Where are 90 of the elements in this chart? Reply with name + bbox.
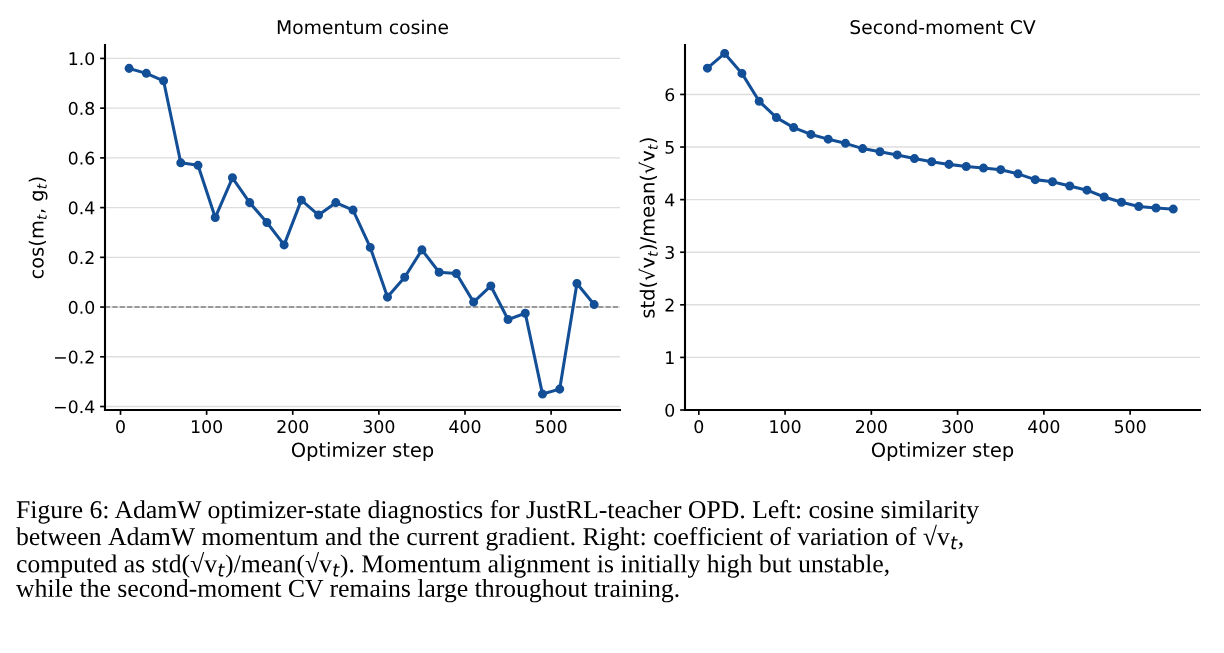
point — [737, 68, 747, 78]
point — [555, 384, 565, 394]
point — [503, 314, 513, 325]
point — [961, 161, 971, 172]
point — [296, 195, 306, 205]
y-tick-label: 1 — [666, 351, 674, 364]
text: Figure 6: AdamW optimizer-state diagnostics for JustRL-teacher OPD. Left: cosine similarity between AdamW momentum and the current gradient. Right: coefficient of variation of √v$_{t}$, computed as std(√v$_{t}$)/mean(√v$_{t}$). Momentum alignment is initially high but unstable, while the second-moment CV remains large throughout training. — [16, 500, 979, 603]
y-tick-label: −0.2 — [54, 350, 94, 364]
point — [141, 68, 151, 78]
y-tick-label: 3 — [665, 245, 674, 260]
point — [210, 213, 220, 223]
y-tick-label: −0.4 — [54, 400, 95, 414]
point — [176, 158, 186, 168]
point — [124, 63, 134, 73]
point — [944, 159, 954, 169]
point — [1030, 175, 1040, 185]
point — [400, 272, 410, 282]
point — [1047, 177, 1058, 187]
point — [1168, 204, 1178, 214]
y-tick-label: 5 — [665, 140, 674, 154]
y-tick-label: 4 — [665, 193, 675, 207]
y-tick-label: 6 — [665, 88, 675, 102]
point — [279, 240, 289, 250]
point — [1151, 203, 1161, 213]
point — [159, 76, 169, 86]
point — [537, 389, 548, 399]
x-axis-title: Optimizer step — [291, 442, 434, 461]
x-tick-label: 400 — [449, 420, 481, 434]
chart-title: Second-moment CV — [850, 19, 1036, 35]
point — [193, 160, 203, 170]
y-tick-label: 2 — [665, 298, 674, 312]
point — [451, 268, 461, 279]
point — [1116, 197, 1127, 207]
point — [771, 113, 781, 123]
point — [227, 173, 237, 183]
point — [486, 281, 496, 291]
y-axis-title: std(√v$_{t}$)/mean(√v$_{t}$) — [638, 138, 658, 318]
point — [1134, 201, 1144, 211]
point — [469, 297, 479, 307]
point — [909, 154, 919, 164]
x-tick-label: 200 — [277, 420, 309, 434]
y-tick-label: 0 — [665, 403, 675, 417]
y-tick-label: 0.8 — [68, 101, 95, 115]
x-tick-label: 100 — [191, 420, 223, 434]
y-tick-label: 0.6 — [68, 151, 95, 165]
y-tick-label: 0.4 — [68, 201, 95, 215]
point — [806, 129, 816, 139]
point — [875, 147, 885, 157]
chart-title: Momentum cosine — [277, 19, 448, 35]
point — [996, 165, 1006, 175]
point — [1099, 192, 1109, 202]
point — [1065, 181, 1075, 191]
point — [382, 292, 392, 302]
point — [589, 300, 599, 310]
y-axis-title: cos(m$_{t}$, g$_{t}$) — [28, 177, 48, 279]
point — [858, 144, 868, 154]
point — [572, 278, 582, 288]
x-tick-label: 200 — [856, 420, 887, 434]
x-tick-label: 500 — [1114, 420, 1146, 434]
point — [434, 267, 444, 277]
y-tick-label: 1.0 — [69, 52, 95, 66]
point — [520, 308, 530, 318]
point — [927, 157, 937, 167]
point — [840, 138, 850, 148]
point — [1082, 185, 1092, 195]
x-tick-label: 400 — [1028, 420, 1060, 434]
x-axis-title: Optimizer step — [871, 442, 1014, 461]
point — [978, 163, 988, 173]
x-tick-label: 300 — [942, 420, 974, 434]
point — [365, 242, 375, 252]
point — [789, 123, 799, 133]
x-tick-label: 300 — [363, 420, 395, 434]
x-tick-label: 100 — [770, 420, 801, 434]
point — [314, 210, 324, 220]
y-tick-label: 0.0 — [68, 300, 95, 314]
point — [702, 63, 712, 73]
point — [754, 96, 764, 106]
point — [348, 205, 358, 215]
point — [245, 198, 255, 208]
point — [720, 48, 730, 58]
point — [331, 198, 341, 208]
point — [1013, 169, 1023, 179]
point — [417, 245, 427, 255]
point — [823, 134, 833, 144]
x-tick-label: 0 — [116, 420, 125, 434]
x-tick-label: 500 — [535, 420, 567, 434]
point — [262, 218, 272, 228]
point — [892, 150, 902, 160]
y-tick-label: 0.2 — [68, 251, 94, 265]
x-tick-label: 0 — [694, 420, 704, 434]
